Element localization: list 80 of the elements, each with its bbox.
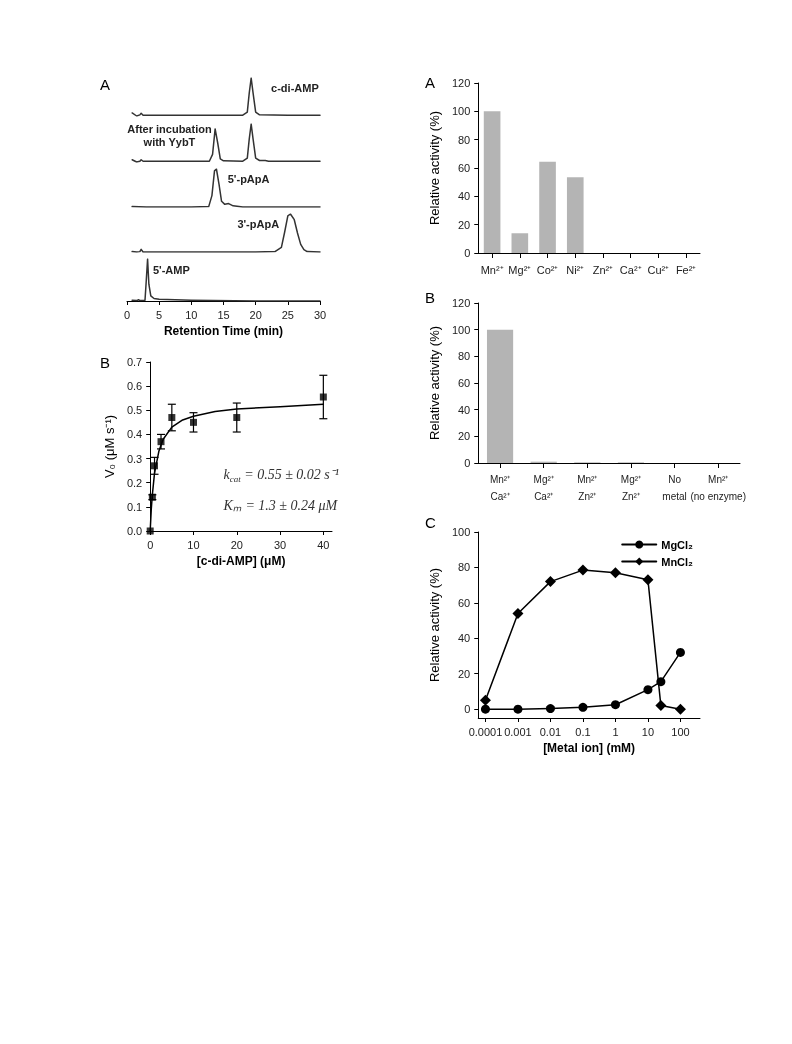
y-tick-label: 0.3	[126, 452, 143, 465]
x-tick-label: 40	[317, 538, 330, 551]
x-tick-label: 20	[230, 538, 243, 551]
x-tick-label: Mn²⁺ Zn²⁺	[577, 474, 599, 502]
annotation: Kₘ = 1.3 ± 0.24 μM	[222, 497, 339, 513]
chart-title: A	[425, 74, 436, 91]
y-tick-label: 100	[451, 323, 471, 336]
x-tick-label: Mg²⁺	[508, 263, 532, 276]
x-tick-label: 30	[313, 308, 327, 321]
x-tick-label: 0.1	[575, 725, 591, 738]
y-tick-label: 80	[458, 350, 471, 363]
y-tick-label: 80	[458, 561, 471, 574]
annotation: 5'-AMP	[152, 263, 190, 276]
x-tick-label: 100	[671, 725, 690, 738]
annotation: 3'-pApA	[237, 217, 280, 230]
x-tick-label: 15	[217, 308, 230, 321]
x-tick-label: Co²⁺	[536, 263, 559, 276]
x-tick-label: 0.0001	[468, 725, 503, 738]
y-tick-label: 120	[451, 297, 471, 309]
y-tick-label: 80	[458, 133, 471, 146]
x-tick-label: Mg²⁺ Zn²⁺	[620, 474, 643, 502]
x-tick-label: No metal	[662, 474, 687, 502]
x-tick-label: Mn²⁺	[480, 263, 504, 276]
annotation: 5'-pApA	[227, 172, 270, 185]
x-axis-title: [c-di-AMP] (μM)	[196, 554, 286, 568]
y-tick-label: 0.4	[126, 428, 143, 441]
chart-title: A	[100, 76, 111, 93]
y-tick-label: 0.5	[126, 404, 143, 417]
chart-title: B	[100, 354, 111, 371]
x-tick-label: Zn²⁺	[592, 263, 614, 276]
x-tick-label: Mn²⁺ Ca²⁺	[489, 474, 512, 502]
x-tick-label: Mg²⁺ Ca²⁺	[533, 474, 555, 502]
x-tick-label: 0.001	[504, 725, 532, 738]
x-tick-label: 30	[273, 538, 287, 551]
y-tick-label: 20	[458, 218, 471, 231]
y-tick-label: 60	[458, 377, 471, 389]
x-axis-title: Retention Time (min)	[163, 324, 284, 338]
y-axis-title: Relative activity (%)	[427, 110, 442, 226]
chart-title: B	[425, 289, 436, 306]
x-tick-label: Cu²⁺	[647, 263, 670, 276]
y-tick-label: 20	[458, 667, 471, 680]
y-tick-label: 0	[464, 703, 471, 716]
legend-label: MgCl₂	[661, 538, 694, 551]
y-tick-label: 0.2	[126, 476, 143, 489]
y-tick-label: 0.1	[126, 500, 143, 513]
x-tick-label: 0.01	[539, 725, 562, 738]
legend-label: MnCl₂	[661, 555, 694, 568]
x-tick-label: 1	[612, 725, 619, 738]
y-tick-label: 0	[464, 457, 471, 469]
y-axis-title: Relative activity (%)	[427, 325, 442, 441]
x-tick-label: Ni²⁺	[566, 263, 585, 276]
x-tick-label: Ca²⁺	[619, 263, 642, 276]
x-tick-label: 10	[641, 725, 655, 738]
y-tick-label: 0.6	[126, 380, 143, 393]
annotation: c-di-AMP	[271, 81, 319, 94]
y-tick-label: 0.7	[126, 356, 143, 368]
x-tick-label: Mn²⁺ (no enzyme)	[690, 474, 746, 502]
x-axis-title: [Metal ion] (mM)	[543, 741, 636, 755]
x-tick-label: 10	[185, 308, 198, 321]
x-tick-label: 0	[147, 538, 154, 551]
y-tick-label: 40	[458, 190, 471, 203]
x-tick-label: 10	[187, 538, 200, 551]
y-tick-label: 100	[451, 105, 471, 118]
y-tick-label: 60	[458, 596, 471, 609]
x-tick-label: Fe²⁺	[675, 263, 697, 276]
annotation: After incubation with YybT	[127, 122, 212, 148]
x-tick-label: 5	[156, 308, 163, 321]
y-tick-label: 40	[458, 632, 471, 645]
x-tick-label: 25	[281, 308, 294, 321]
y-tick-label: 0.0	[126, 525, 143, 537]
y-tick-label: 60	[458, 162, 471, 174]
y-tick-label: 0	[464, 247, 471, 259]
y-tick-label: 40	[458, 403, 471, 416]
x-tick-label: 20	[249, 308, 262, 321]
y-tick-label: 120	[451, 77, 471, 89]
y-axis-title: Relative activity (%)	[427, 567, 442, 683]
y-axis-title: V₀ (μM s⁻¹)	[102, 414, 117, 479]
y-tick-label: 100	[451, 526, 471, 538]
chart-title: C	[425, 514, 436, 531]
y-tick-label: 20	[458, 430, 471, 443]
